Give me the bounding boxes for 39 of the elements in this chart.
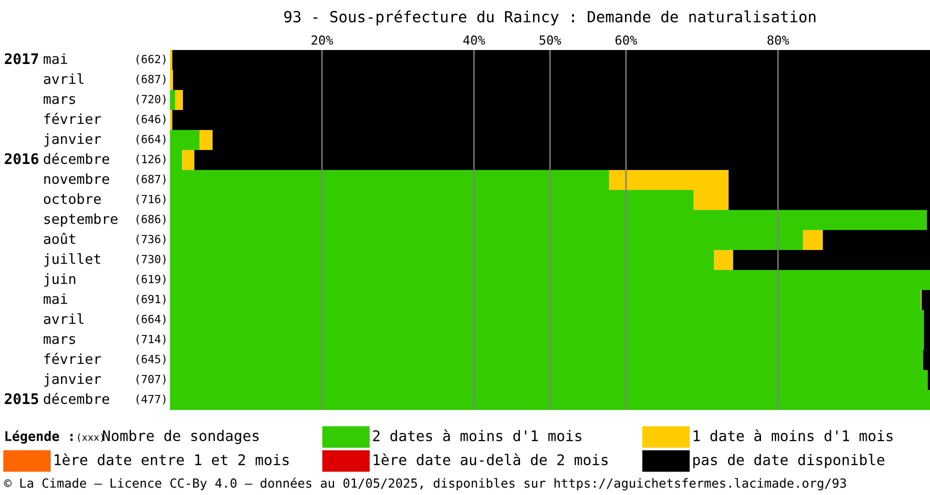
legend-label: 2 dates à moins d'1 mois	[373, 429, 582, 442]
text: (xxx)	[78, 433, 104, 442]
bar	[170, 90, 176, 110]
bar	[200, 130, 213, 150]
x-tick-label: 20%	[312, 35, 334, 45]
category-label: juin (619)	[44, 273, 166, 287]
category-label: février (645)	[44, 352, 166, 365]
category-label: avril (687)	[44, 73, 166, 85]
legend-label: 1ère date au-delà de 2 mois	[374, 453, 608, 466]
bar	[175, 90, 183, 110]
text: Nombre de sondages	[102, 430, 259, 444]
category-label: 2017 mai (662)	[4, 53, 166, 65]
x-tick-label: 40%	[463, 35, 486, 45]
x-tick-label: 60%	[616, 35, 638, 45]
category-label: mars (720)	[44, 94, 166, 105]
category-label: avril (664)	[44, 313, 166, 325]
x-tick-label: 80%	[768, 35, 790, 45]
category-label: octobre (716)	[44, 193, 166, 205]
x-tick-label: 50%	[540, 35, 562, 45]
text: Légende :	[5, 430, 73, 444]
category-label: 2015 décembre (477)	[4, 392, 166, 405]
category-label: janvier (664)	[44, 133, 166, 147]
legend-label: pas de date disponible	[693, 454, 884, 468]
category-label: 2016 décembre (126)	[4, 152, 166, 165]
category-label: février (646)	[44, 112, 166, 125]
category-label: novembre (687)	[44, 173, 166, 185]
text: © La Cimade – Licence CC-By 4.0 – données au 01/05/2025, disponibles sur https://aguichetsfermes.lacimade.org/93	[4, 478, 846, 490]
legend-label: 1ère date entre 1 et 2 mois	[54, 453, 289, 466]
bar	[182, 150, 194, 170]
category-label: septembre (686)	[44, 213, 166, 227]
legend-label: 1 date à moins d'1 mois	[694, 429, 892, 442]
chart-title: 93 - Sous-préfecture du Raincy : Demande de naturalisation	[284, 10, 816, 26]
bar	[714, 250, 734, 270]
category-label: janvier (707)	[44, 373, 166, 387]
category-label: juillet (730)	[44, 253, 166, 267]
category-label: mars (714)	[44, 334, 166, 345]
category-label: mai (691)	[44, 293, 166, 305]
bar	[803, 230, 823, 250]
category-label: août (736)	[44, 232, 166, 245]
